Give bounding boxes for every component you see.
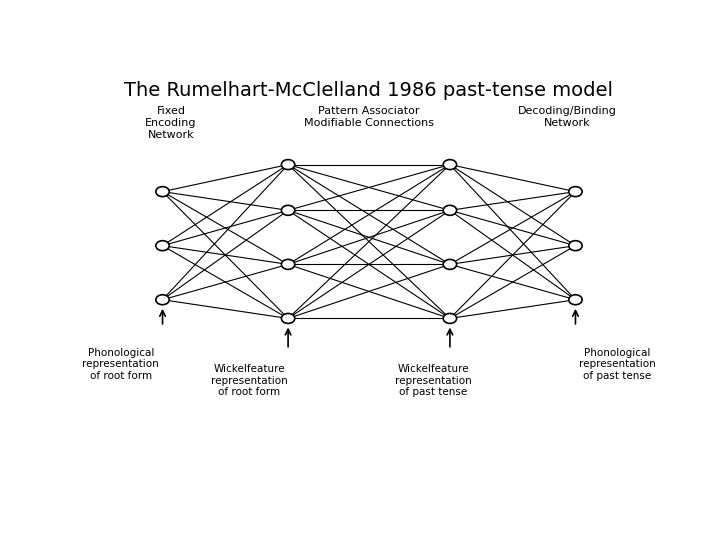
Text: Fixed
Encoding
Network: Fixed Encoding Network [145, 106, 197, 139]
Circle shape [444, 205, 456, 215]
Circle shape [444, 313, 456, 323]
Circle shape [569, 241, 582, 251]
Circle shape [569, 295, 582, 305]
Circle shape [569, 187, 582, 197]
Text: The Rumelhart-McClelland 1986 past-tense model: The Rumelhart-McClelland 1986 past-tense… [125, 82, 613, 100]
Circle shape [282, 259, 294, 269]
Text: Decoding/Binding
Network: Decoding/Binding Network [518, 106, 616, 128]
Circle shape [156, 295, 169, 305]
Text: Phonological
representation
of past tense: Phonological representation of past tens… [579, 348, 656, 381]
Text: Wickelfeature
representation
of past tense: Wickelfeature representation of past ten… [395, 364, 472, 397]
Circle shape [444, 259, 456, 269]
Circle shape [156, 187, 169, 197]
Circle shape [156, 241, 169, 251]
Text: Pattern Associator
Modifiable Connections: Pattern Associator Modifiable Connection… [304, 106, 434, 128]
Circle shape [282, 313, 294, 323]
Circle shape [444, 160, 456, 170]
Text: Phonological
representation
of root form: Phonological representation of root form [82, 348, 159, 381]
Circle shape [282, 205, 294, 215]
Circle shape [282, 160, 294, 170]
Text: Wickelfeature
representation
of root form: Wickelfeature representation of root for… [211, 364, 287, 397]
